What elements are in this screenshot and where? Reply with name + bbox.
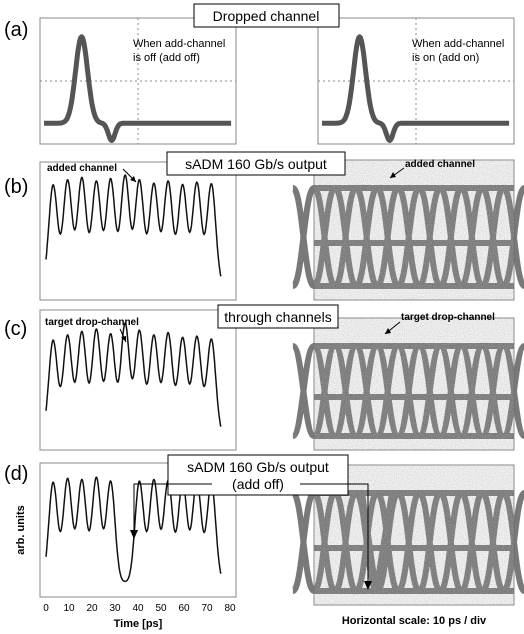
box-d-text-line1: sADM 160 Gb/s output [187, 459, 329, 475]
box-c-text: through channels [224, 309, 331, 325]
scope-trace-a-left [42, 34, 233, 143]
annotation-add-off-line1: When add-channel [133, 38, 225, 50]
x-tick-label: 20 [86, 603, 98, 614]
y-axis-label: arb. units [15, 505, 27, 555]
x-tick-label: 40 [132, 603, 144, 614]
annotation-target-drop-right: target drop-channel [401, 312, 495, 323]
annotation-add-on-line1: When add-channel [412, 38, 504, 50]
box-a-text: Dropped channel [213, 8, 320, 24]
x-tick-label: 60 [178, 603, 190, 614]
scope-trace-a-right [320, 34, 511, 143]
x-tick-label: 80 [224, 603, 236, 614]
box-b-text: sADM 160 Gb/s output [185, 156, 327, 172]
trace-b [45, 174, 222, 277]
scope-panel-a-right [317, 17, 515, 145]
annotation-add-off-line2: is off (add off) [133, 52, 200, 64]
box-d-frame [167, 454, 349, 496]
x-tick-labels: 0 10 20 30 40 50 60 70 80 [43, 603, 236, 614]
x-axis-label: Time [ps] [114, 618, 163, 630]
arrow-add-off-right [300, 483, 369, 584]
panel-label-a: (a) [4, 19, 28, 41]
annotation-added-channel-left: added channel [47, 163, 117, 174]
box-c-frame [217, 304, 339, 329]
panel-label-c: (c) [4, 318, 27, 340]
annotation-target-drop-left: target drop-channel [45, 317, 139, 328]
x-tick-label: 10 [63, 603, 75, 614]
x-tick-label: 50 [155, 603, 167, 614]
trace-c [45, 322, 222, 427]
panel-label-d: (d) [4, 463, 28, 485]
box-b-frame [166, 151, 346, 176]
eye-panel-b [289, 159, 524, 301]
x-tick-label: 30 [109, 603, 121, 614]
panel-label-b: (b) [4, 176, 28, 198]
box-d-text-line2: (add off) [232, 476, 284, 492]
annotation-added-channel-right: added channel [405, 159, 475, 170]
box-a-frame [193, 3, 340, 28]
arrow-add-off-left [133, 483, 212, 533]
horizontal-scale-note: Horizontal scale: 10 ps / div [342, 615, 487, 627]
eye-panel-c [289, 317, 524, 451]
x-tick-label: 70 [201, 603, 213, 614]
scope-panel-a-left [39, 17, 237, 145]
trace-d [45, 476, 222, 583]
annotation-add-on-line2: is on (add on) [412, 52, 479, 64]
x-tick-label: 0 [43, 603, 49, 614]
